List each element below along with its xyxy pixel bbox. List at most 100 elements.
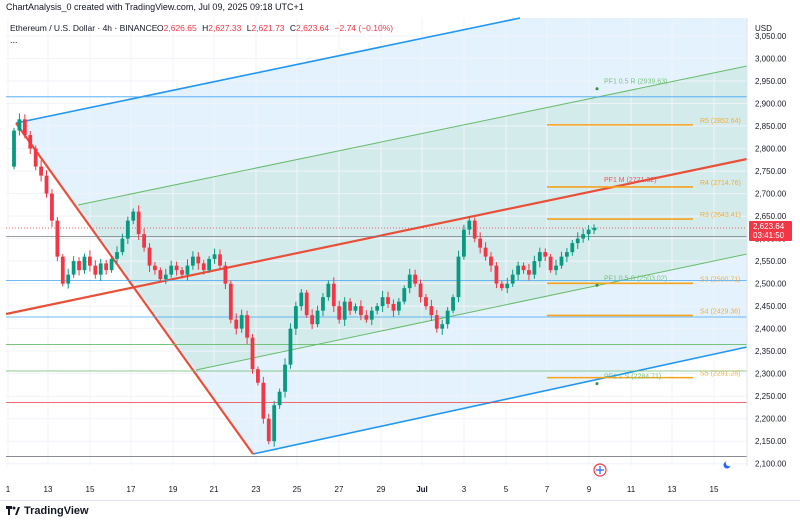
candle-body-63 xyxy=(353,306,358,311)
candle-body-42 xyxy=(239,315,244,329)
pivot-label-5: S4 (2429.36) xyxy=(700,308,740,315)
candle-body-13 xyxy=(82,256,87,271)
candle-body-15 xyxy=(93,265,98,275)
candle-body-58 xyxy=(326,283,331,298)
tradingview-logo-icon xyxy=(6,506,20,515)
candle-body-33 xyxy=(190,256,195,266)
candle-body-32 xyxy=(185,265,190,275)
y-tick-3: 2,900.00 xyxy=(755,100,787,109)
candle-body-8 xyxy=(55,220,60,257)
candle-body-68 xyxy=(380,297,385,307)
x-tick-4: 19 xyxy=(169,485,178,494)
candle-body-103 xyxy=(570,243,575,253)
inner-fork-fill xyxy=(78,66,747,370)
candle-body-83 xyxy=(462,229,466,257)
candle-body-80 xyxy=(445,310,450,325)
candle-body-59 xyxy=(331,283,336,307)
x-tick-5: 21 xyxy=(210,485,219,494)
x-tick-11: 3 xyxy=(462,485,467,494)
last-candle-dot xyxy=(593,227,597,231)
candle-body-94 xyxy=(521,265,526,271)
y-tick-17: 2,200.00 xyxy=(755,415,787,424)
candle-body-92 xyxy=(510,274,515,284)
candle-body-20 xyxy=(120,238,125,253)
lower-channel-line xyxy=(252,346,748,455)
candle-body-97 xyxy=(537,252,542,262)
candle-body-23 xyxy=(136,211,141,235)
candle-body-50 xyxy=(283,364,287,392)
candle-body-5 xyxy=(39,166,43,176)
candle-body-4 xyxy=(33,148,38,167)
candle-body-89 xyxy=(494,265,499,284)
candle-body-96 xyxy=(532,261,537,275)
y-tick-6: 2,750.00 xyxy=(755,167,787,176)
indicator-more[interactable]: ... xyxy=(10,35,18,45)
candle-body-12 xyxy=(77,261,81,271)
candle-body-70 xyxy=(391,303,396,311)
candle-body-2 xyxy=(22,119,27,136)
attribution-bar: ChartAnalysis_0 created with TradingView… xyxy=(0,0,800,14)
candle-body-46 xyxy=(261,382,266,419)
candle-body-91 xyxy=(505,283,510,289)
y-tick-5: 2,800.00 xyxy=(755,145,787,154)
candle-body-22 xyxy=(131,211,136,221)
candle-body-30 xyxy=(174,265,179,271)
candle-body-71 xyxy=(396,301,401,311)
x-tick-6: 23 xyxy=(252,485,261,494)
candle-body-99 xyxy=(548,256,553,271)
x-tick-3: 17 xyxy=(127,485,136,494)
candle-body-106 xyxy=(586,229,591,235)
candle-body-104 xyxy=(575,238,580,244)
candle-body-47 xyxy=(266,418,271,442)
candle-body-21 xyxy=(125,220,130,239)
candle-body-53 xyxy=(299,292,304,307)
candle-body-3 xyxy=(28,135,33,149)
candle-body-43 xyxy=(245,315,249,338)
candle-body-79 xyxy=(440,324,445,329)
candle-body-38 xyxy=(218,254,222,266)
candle-body-37 xyxy=(212,254,217,259)
candle-body-64 xyxy=(359,306,363,316)
candle-body-25 xyxy=(147,247,152,266)
candle-body-7 xyxy=(50,193,54,221)
candle-body-82 xyxy=(456,256,461,298)
candle-body-35 xyxy=(201,263,206,271)
price-badge-bg xyxy=(749,220,792,241)
y-tick-15: 2,300.00 xyxy=(755,370,787,379)
candle-body-87 xyxy=(483,247,488,257)
candle-body-86 xyxy=(478,238,483,248)
candle-body-84 xyxy=(467,220,472,230)
candle-body-51 xyxy=(288,328,293,365)
footer: TradingView xyxy=(0,500,800,522)
candle-body-95 xyxy=(527,270,531,275)
attribution-text: ChartAnalysis_0 created with TradingView… xyxy=(6,2,304,12)
candle-body-72 xyxy=(402,288,407,302)
candle-body-65 xyxy=(364,315,369,320)
candle-body-102 xyxy=(565,252,569,257)
x-tick-0: 1 xyxy=(6,485,11,494)
fork-dot-0 xyxy=(595,87,599,91)
x-tick-10: Jul xyxy=(416,485,428,494)
moon-icon-cut xyxy=(725,459,733,467)
price-chart[interactable]: R5 (2852.64) PF1 M (2721.32) R4 (2714.76) R… xyxy=(0,0,800,500)
candle-body-76 xyxy=(424,297,428,307)
y-tick-0: 3,050.00 xyxy=(755,32,787,41)
fork-label-1: PF1 0.5 S (2503.02) xyxy=(604,275,667,282)
candle-body-88 xyxy=(489,256,493,266)
candle-body-16 xyxy=(98,263,103,275)
candle-body-66 xyxy=(369,310,374,320)
price-badge-value: 2,623.64 xyxy=(753,222,785,231)
price-badge-countdown: 03:41:50 xyxy=(753,231,785,240)
upper-channel-line xyxy=(15,17,521,124)
y-tick-2: 2,950.00 xyxy=(755,77,787,86)
candle-body-61 xyxy=(342,301,347,320)
candle-body-55 xyxy=(310,315,315,325)
y-tick-11: 2,500.00 xyxy=(755,280,787,289)
x-tick-16: 13 xyxy=(668,485,677,494)
x-tick-17: 15 xyxy=(710,485,719,494)
y-tick-19: 2,100.00 xyxy=(755,460,787,469)
candle-body-57 xyxy=(321,297,325,311)
x-tick-13: 7 xyxy=(545,485,550,494)
candle-body-36 xyxy=(207,258,212,271)
pivot-label-3: R3 (2643.41) xyxy=(700,212,741,219)
